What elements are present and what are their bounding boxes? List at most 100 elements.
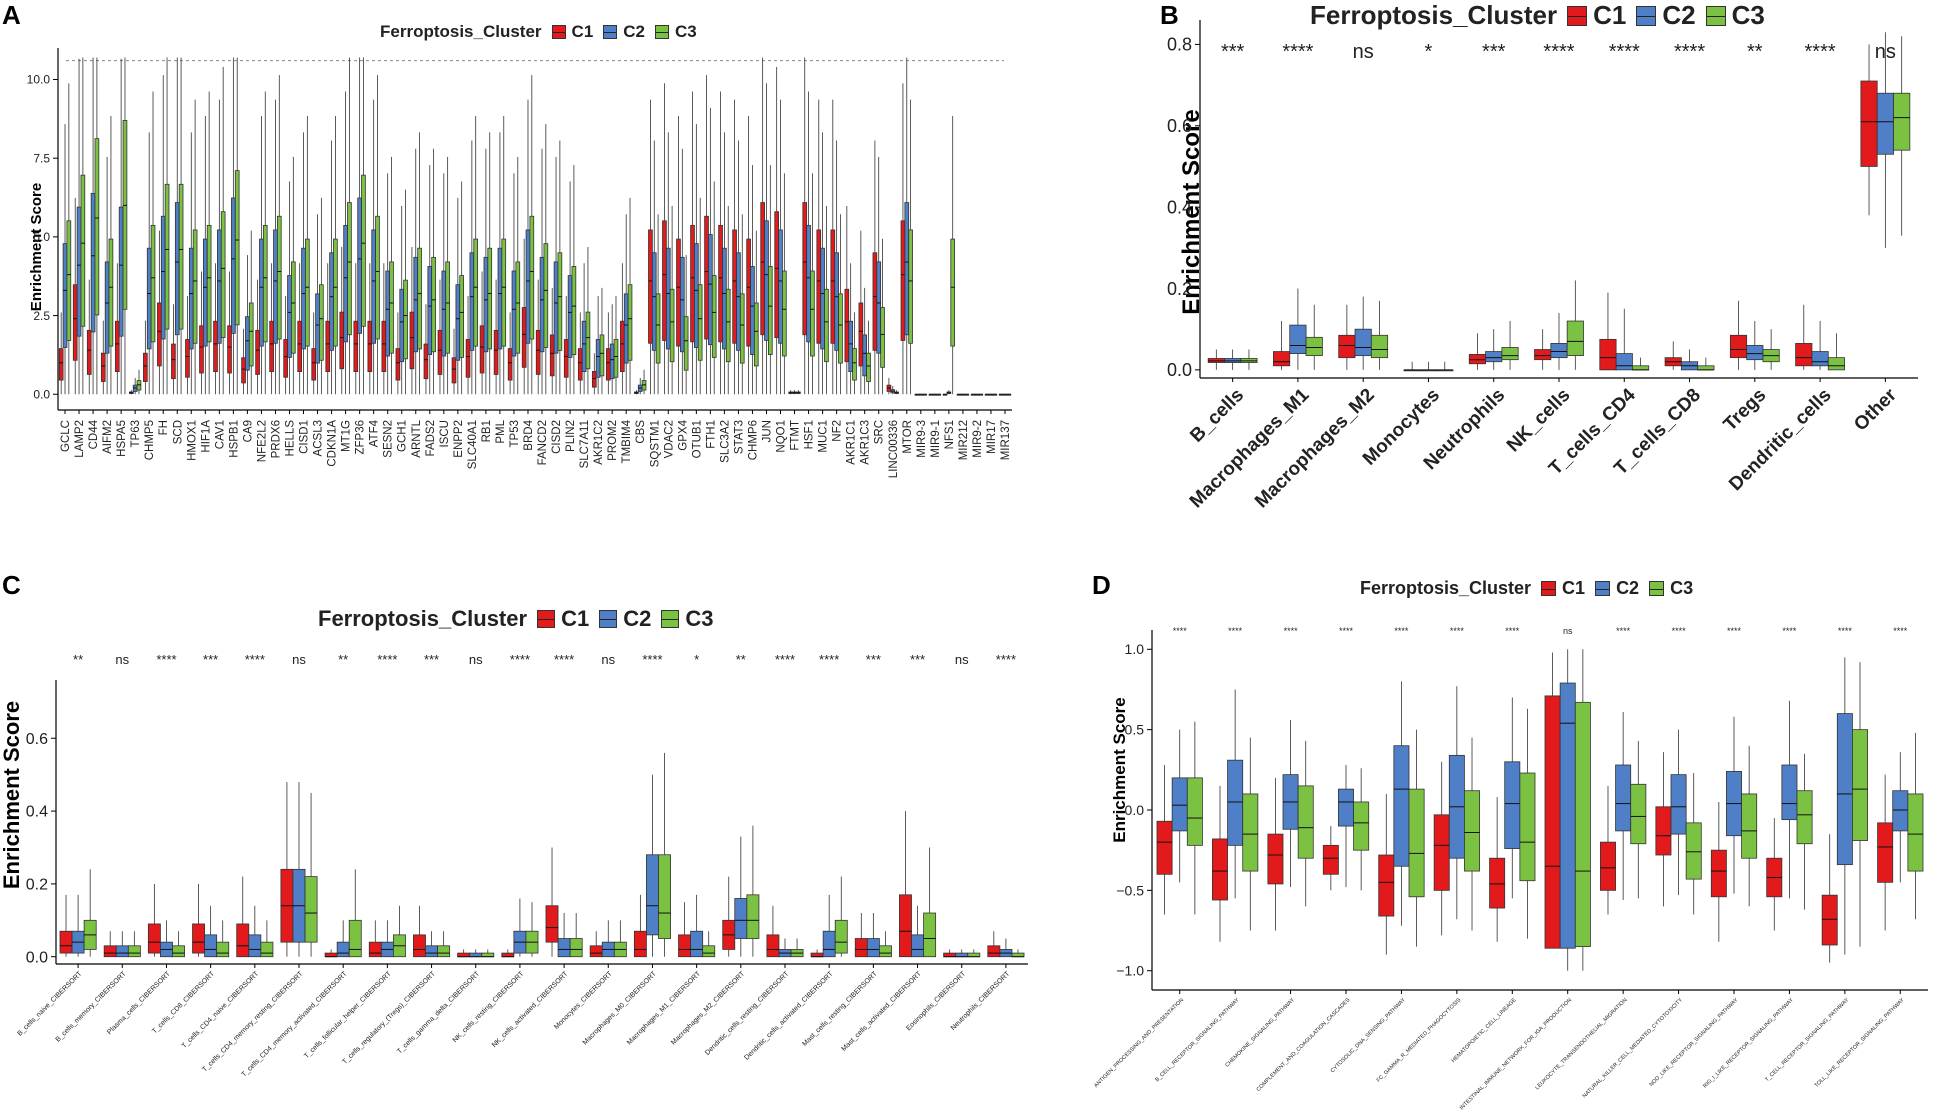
panel-a-box-c2	[736, 252, 741, 351]
panel-c-box-c1	[589, 945, 603, 958]
panel-c-box-c1	[943, 952, 957, 958]
panel-c-box-c1	[854, 938, 868, 958]
panel-a-box-c1	[535, 329, 541, 375]
panel-c-box-c1	[147, 923, 161, 954]
panel-c-significance: ns	[292, 652, 306, 667]
panel-d-box-c3	[1741, 793, 1758, 859]
panel-a-box-c2	[708, 234, 713, 346]
panel-b-letter: B	[1160, 0, 1179, 30]
panel-a-box-c2	[876, 261, 882, 354]
panel-a-box-c1	[423, 343, 429, 380]
panel-c-xtick-label: T_cells_follicular_helper_CIBERSORT	[303, 970, 393, 1060]
panel-a-ytick-label: 10.0	[27, 73, 51, 87]
panel-a-box-c3	[627, 284, 633, 361]
legend-item-d-c1: C1	[1541, 578, 1585, 599]
panel-a-xtick-label: PLIN2	[565, 420, 577, 452]
panel-a-xtick-label: SQSTM1	[649, 420, 661, 467]
panel-a-box-c3	[66, 220, 72, 341]
panel-c-xtick-label: T_cells_regulatory_(Tregs)_CIBERSORT	[342, 970, 438, 1066]
legend-label-c-c2: C2	[623, 606, 652, 631]
legend-swatch-b-c3	[1705, 5, 1726, 26]
panel-a-xtick-label: AKR1C2	[593, 420, 605, 465]
panel-d-box-c2	[1338, 788, 1354, 827]
panel-a-box-c3	[697, 284, 703, 361]
panel-c-box-c3	[923, 912, 937, 958]
legend-swatch-d-c1	[1541, 581, 1557, 596]
panel-a-xtick-label: CBS	[635, 420, 647, 444]
panel-a-box-c3	[543, 243, 549, 348]
panel-c-box-c3	[834, 919, 848, 954]
panel-b-box-c1	[1729, 334, 1748, 359]
panel-b-significance: ***	[1221, 41, 1245, 63]
panel-a-box-c2	[385, 270, 391, 357]
panel-b-box-c1	[1795, 343, 1813, 367]
panel-c-significance: *	[694, 652, 699, 667]
panel-a-box-c2	[567, 275, 573, 358]
panel-a-box-c3	[501, 238, 507, 347]
panel-d-significance: ****	[1394, 626, 1409, 636]
panel-c-box-c1	[678, 934, 691, 958]
panel-a-box-c2	[483, 256, 489, 353]
legend-item-b-c2: C2	[1636, 0, 1696, 31]
panel-a-xtick-label: FADS2	[425, 420, 437, 456]
panel-c-box-c3	[172, 945, 185, 958]
panel-a: A Ferroptosis_Cluster C1 C2 C3 Enrichmen…	[0, 0, 1040, 520]
panel-a-box-c3	[178, 183, 184, 330]
panel-a-box-c1	[676, 238, 681, 347]
panel-a-box-c1	[648, 229, 653, 344]
panel-d-significance: ****	[1727, 626, 1742, 636]
panel-a-box-c3	[515, 261, 521, 354]
panel-a-box-c3	[276, 215, 282, 340]
panel-c-significance: ****	[245, 652, 265, 667]
panel-a-xtick-label: AIFM2	[102, 420, 114, 454]
panel-a-xtick-label: MIR212	[958, 420, 970, 460]
panel-a-box-c2	[399, 288, 405, 363]
panel-a-xtick-label: CAV1	[214, 420, 226, 449]
panel-a-xtick-label: MIR9-3	[916, 420, 928, 458]
legend-label-c2: C2	[623, 22, 646, 41]
panel-a-box-c3	[571, 266, 577, 355]
panel-c-significance: **	[736, 652, 746, 667]
panel-a-xtick-label: SCD	[172, 420, 184, 444]
panel-a-box-c2	[90, 193, 96, 333]
panel-a-ytick-label: 7.5	[33, 151, 50, 165]
panel-a-box-c1	[395, 348, 401, 381]
panel-b-xtick-label: Tregs	[1720, 385, 1771, 436]
panel-a-box-c2	[62, 243, 68, 348]
panel-c-box-c2	[955, 952, 969, 958]
panel-c-significance: ****	[377, 652, 397, 667]
panel-a-box-c3	[838, 293, 843, 364]
panel-a-xtick-label: PML	[495, 419, 507, 443]
panel-c-box-c2	[425, 945, 438, 958]
panel-c-box-c3	[304, 876, 318, 943]
panel-c-box-c3	[569, 938, 583, 958]
panel-a-box-c3	[487, 247, 493, 350]
panel-a-box-c3	[94, 138, 100, 316]
panel-c-box-c2	[336, 941, 350, 958]
panel-d-box-c1	[1710, 849, 1727, 898]
panel-d-ytick-label: 0.5	[1125, 722, 1145, 738]
panel-d: D Ferroptosis_Cluster C1 C2 C3 Enrichmen…	[1090, 570, 1941, 1111]
panel-a-box-c1	[241, 357, 246, 384]
panel-b-ytick-label: 0.0	[1167, 360, 1192, 380]
panel-a-box-c3	[782, 270, 787, 357]
legend-item-c2: C2	[603, 22, 645, 42]
panel-a-box-c2	[694, 243, 699, 348]
panel-c-box-c1	[545, 905, 559, 943]
legend-swatch-d-c3	[1649, 581, 1665, 596]
panel-a-box-c1	[802, 202, 808, 336]
legend-label-b-c2: C2	[1662, 0, 1696, 30]
panel-a-xtick-label: NFE2L2	[256, 420, 268, 462]
panel-c-significance: ****	[819, 652, 839, 667]
panel-b-box-c1	[1338, 334, 1356, 359]
panel-a-box-c3	[319, 284, 324, 361]
panel-a-xtick-label: NF2	[832, 420, 844, 442]
legend-swatch-b-c1	[1567, 5, 1588, 26]
panel-a-box-c2	[245, 316, 250, 371]
panel-b-significance: ns	[1875, 41, 1896, 63]
legend-swatch-c-c3	[661, 610, 680, 628]
panel-d-significance: ****	[1505, 626, 1520, 636]
panel-a-box-c2	[231, 197, 236, 334]
panel-c-xtick-label: NK_cells_activated_CIBERSORT	[491, 970, 570, 1049]
panel-d-xtick-label: ANTIGEN_PROCESSING_AND_PRESENTATION	[1093, 997, 1185, 1089]
